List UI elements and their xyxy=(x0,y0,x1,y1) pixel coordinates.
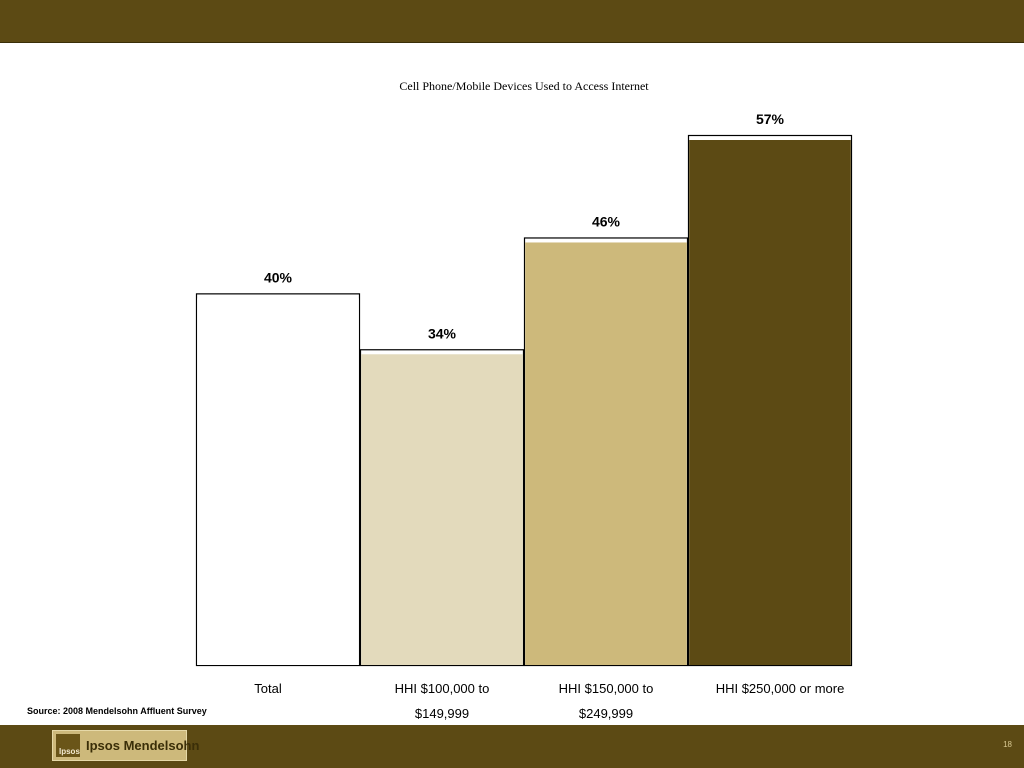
category-label: HHI $150,000 to xyxy=(559,681,654,696)
data-label: 46% xyxy=(592,213,621,229)
data-label: 34% xyxy=(428,325,457,341)
chart-title: Cell Phone/Mobile Devices Used to Access… xyxy=(399,79,649,93)
data-label: 40% xyxy=(264,269,293,285)
data-label: 57% xyxy=(756,111,785,127)
bar-fill xyxy=(525,242,687,665)
category-label: $249,999 xyxy=(579,706,633,721)
page-number: 18 xyxy=(1003,740,1012,749)
category-label: $149,999 xyxy=(415,706,469,721)
bar-2 xyxy=(359,349,525,667)
bar-fill xyxy=(361,354,523,665)
source-note: Source: 2008 Mendelsohn Affluent Survey xyxy=(27,706,207,716)
data-labels-group: 40% 34% 46% 57% xyxy=(264,111,785,341)
ipsos-mendelsohn-logo: Ipsos Ipsos Mendelsohn xyxy=(52,730,199,761)
category-label: HHI $100,000 to xyxy=(395,681,490,696)
bar-chart: Cell Phone/Mobile Devices Used to Access… xyxy=(195,79,853,721)
bar-fill xyxy=(689,140,851,665)
category-label: Total xyxy=(254,681,282,696)
logo-mark-text: Ipsos xyxy=(59,747,80,756)
footer-band: Ipsos Ipsos Mendelsohn 18 xyxy=(0,725,1024,768)
logo-text: Ipsos Mendelsohn xyxy=(86,738,200,753)
bar-fill xyxy=(197,298,359,665)
header-band xyxy=(0,0,1024,43)
bars-group xyxy=(195,134,853,667)
ipsos-logo-icon: Ipsos xyxy=(56,734,80,757)
bar-4 xyxy=(687,134,853,667)
bar-1 xyxy=(195,293,361,667)
bar-3 xyxy=(523,237,689,667)
category-labels-group: Total HHI $100,000 to $149,999 HHI $150,000… xyxy=(254,681,844,721)
category-label: HHI $250,000 or more xyxy=(716,681,845,696)
